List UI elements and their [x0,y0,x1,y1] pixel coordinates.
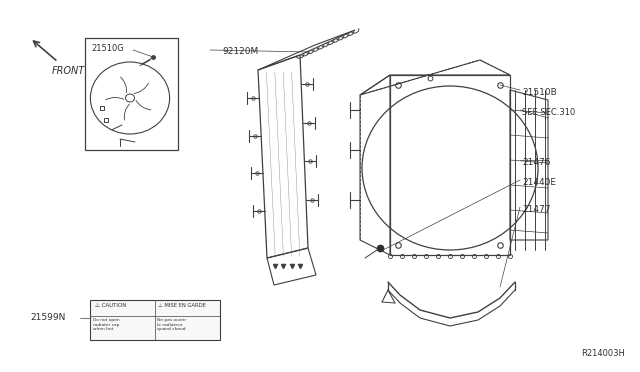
Text: 21599N: 21599N [30,313,65,322]
Text: 21440E: 21440E [522,178,556,187]
Text: FRONT: FRONT [52,66,85,76]
Bar [90,300,220,340]
Text: R214003H: R214003H [581,349,625,358]
Text: Do not open
radiator cap
when hot: Do not open radiator cap when hot [93,318,120,331]
Text: 21510B: 21510B [522,88,557,97]
Text: Ne pas ouvrir
le radiateur
quand chaud: Ne pas ouvrir le radiateur quand chaud [157,318,186,331]
Text: 21476: 21476 [522,158,550,167]
Text: 92120M: 92120M [222,47,259,56]
Text: 21510G: 21510G [91,44,124,53]
Text: SEE SEC.310: SEE SEC.310 [522,108,575,117]
Text: ⚠ MISE EN GARDE: ⚠ MISE EN GARDE [158,303,206,308]
Text: ⚠ CAUTION: ⚠ CAUTION [95,303,126,308]
Text: 21477: 21477 [522,205,550,214]
